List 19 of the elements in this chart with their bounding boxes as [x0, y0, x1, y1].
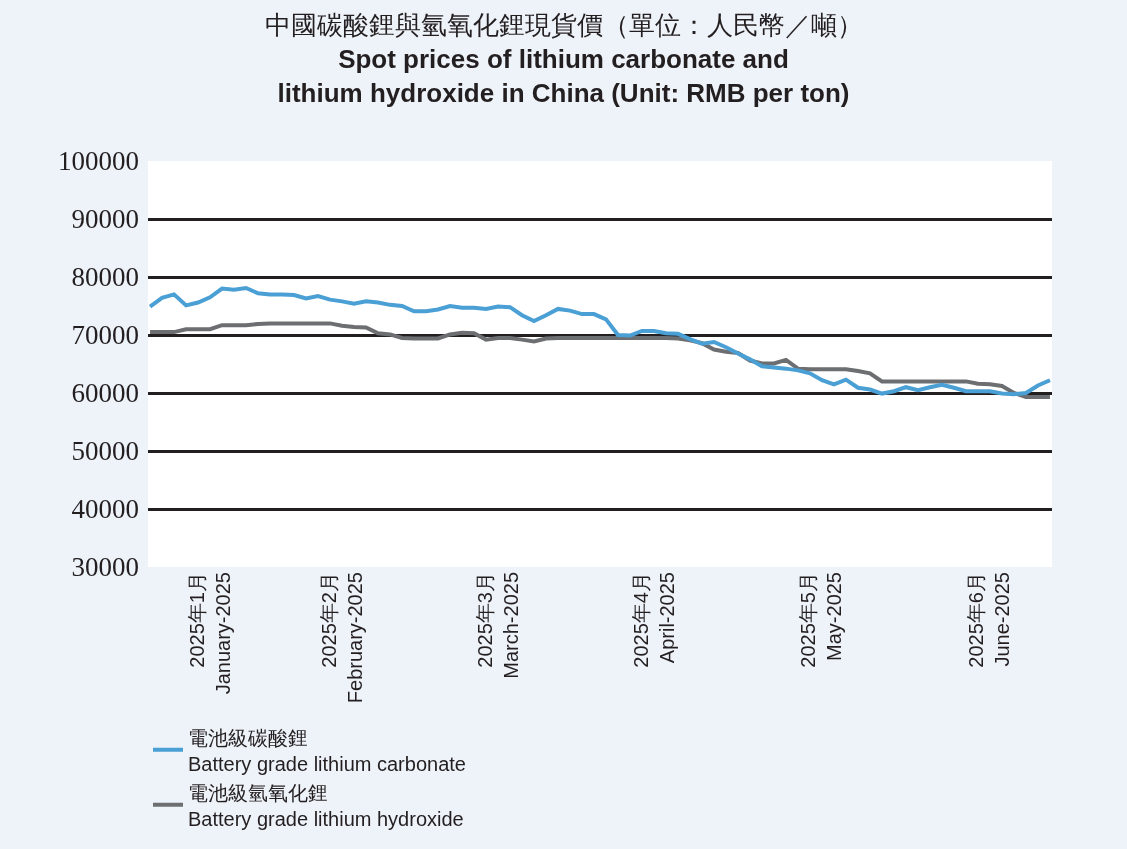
x-tick-label: 2025年1月 January-2025	[185, 572, 234, 695]
y-tick-label: 60000	[71, 378, 139, 409]
y-tick-label: 90000	[71, 204, 139, 235]
legend-label: 電池級碳酸鋰 Battery grade lithium carbonate	[188, 726, 466, 775]
x-tick-label: 2025年4月 April-2025	[629, 572, 678, 668]
x-tick-label: 2025年5月 May-2025	[797, 572, 846, 668]
y-tick-label: 80000	[71, 262, 139, 293]
x-tick-label: 2025年6月 June-2025	[965, 572, 1014, 668]
line-series	[148, 286, 1052, 397]
y-tick-label: 50000	[71, 436, 139, 467]
line-series	[148, 321, 1052, 400]
y-tick-label: 70000	[71, 320, 139, 351]
y-tick-label: 30000	[71, 552, 139, 583]
legend-label: 電池級氫氧化鋰 Battery grade lithium hydroxide	[188, 781, 464, 830]
x-tick-label: 2025年3月 March-2025	[473, 572, 522, 679]
x-tick-label: 2025年2月 February-2025	[317, 572, 366, 704]
chart-title: 中國碳酸鋰與氫氧化鋰現貨價（單位：人民幣／噸） Spot prices of lithium carbonate and lithium hydroxide in China (Unit: RMB per ton)	[264, 9, 863, 108]
y-tick-label: 40000	[71, 494, 139, 525]
y-tick-label: 100000	[58, 146, 139, 177]
